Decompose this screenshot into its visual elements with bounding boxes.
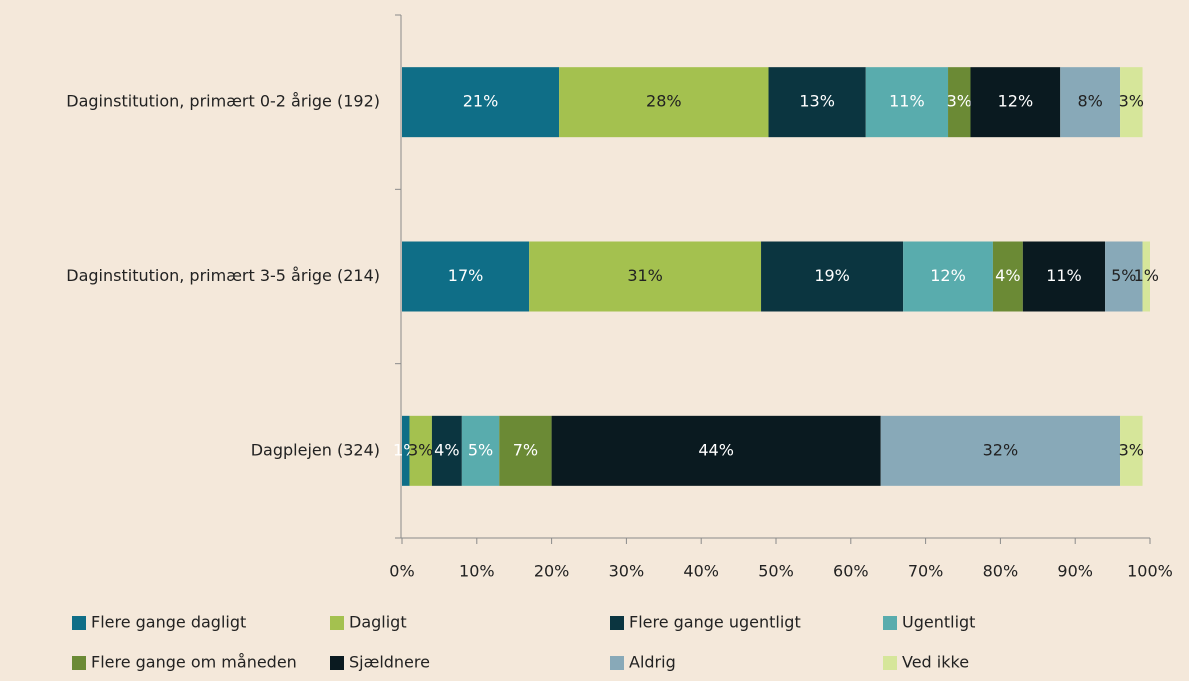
data-label: 3% xyxy=(1119,440,1144,459)
bar-segment xyxy=(1142,241,1150,312)
category-label: Daginstitution, primært 0-2 årige (192) xyxy=(66,92,380,111)
data-label: 31% xyxy=(627,266,663,285)
data-label: 7% xyxy=(513,440,538,459)
data-label: 12% xyxy=(930,266,966,285)
x-tick-label: 90% xyxy=(1057,562,1093,581)
category-label: Dagplejen (324) xyxy=(251,440,380,459)
bar-segment xyxy=(461,415,500,486)
data-label: 5% xyxy=(1111,266,1136,285)
data-label: 13% xyxy=(799,92,835,111)
data-label: 11% xyxy=(889,92,925,111)
x-tick-label: 30% xyxy=(609,562,645,581)
bar-segment xyxy=(409,415,432,486)
x-tick-label: 40% xyxy=(683,562,719,581)
bar-segment xyxy=(431,415,462,486)
bar-segment xyxy=(903,241,993,312)
legend-swatch xyxy=(72,616,86,630)
legend-swatch xyxy=(610,656,624,670)
legend-swatch xyxy=(883,656,897,670)
x-tick-label: 50% xyxy=(758,562,794,581)
bar-segment xyxy=(402,241,530,312)
data-label: 32% xyxy=(983,440,1019,459)
bar-segment xyxy=(402,415,410,486)
x-tick-label: 0% xyxy=(389,562,414,581)
bar-segment xyxy=(768,67,866,138)
x-tick-label: 20% xyxy=(534,562,570,581)
legend-swatch xyxy=(330,656,344,670)
legend-label: Dagligt xyxy=(349,613,407,632)
data-label: 21% xyxy=(463,92,499,111)
bar-segment xyxy=(761,241,904,312)
x-tick-label: 80% xyxy=(983,562,1019,581)
data-label: 3% xyxy=(1119,92,1144,111)
bar-segment xyxy=(865,67,949,138)
bar-segment xyxy=(529,241,762,312)
bar-segment xyxy=(1105,241,1143,312)
bar-segment xyxy=(1022,241,1106,312)
data-label: 4% xyxy=(995,266,1020,285)
bar-segment xyxy=(559,67,769,138)
data-label: 17% xyxy=(448,266,484,285)
legend-label: Ugentligt xyxy=(902,613,975,632)
data-label: 1% xyxy=(1134,266,1159,285)
data-label: 12% xyxy=(998,92,1034,111)
legend-label: Ved ikke xyxy=(902,653,969,672)
x-tick-label: 60% xyxy=(833,562,869,581)
legend-swatch xyxy=(610,616,624,630)
legend-label: Flere gange ugentligt xyxy=(629,613,801,632)
bar-segment xyxy=(1060,67,1121,138)
x-tick-label: 70% xyxy=(908,562,944,581)
legend-label: Flere gange om måneden xyxy=(91,653,297,672)
x-tick-label: 10% xyxy=(459,562,495,581)
category-label: Daginstitution, primært 3-5 årige (214) xyxy=(66,266,380,285)
bar-segment xyxy=(551,415,881,486)
legend-label: Aldrig xyxy=(629,653,676,672)
data-label: 11% xyxy=(1046,266,1082,285)
bar-segment xyxy=(992,241,1023,312)
data-label: 28% xyxy=(646,92,682,111)
bar-segment xyxy=(402,67,560,138)
data-label: 4% xyxy=(434,440,459,459)
data-label: 3% xyxy=(947,92,972,111)
bar-segment xyxy=(1120,67,1143,138)
bar-segment xyxy=(499,415,552,486)
data-label: 3% xyxy=(408,440,433,459)
data-label: 8% xyxy=(1077,92,1102,111)
legend-label: Sjældnere xyxy=(349,653,430,672)
bar-segment xyxy=(880,415,1121,486)
data-label: 5% xyxy=(468,440,493,459)
legend-swatch xyxy=(72,656,86,670)
bar-segment xyxy=(948,67,971,138)
legend-label: Flere gange dagligt xyxy=(91,613,246,632)
legend-swatch xyxy=(330,616,344,630)
data-label: 19% xyxy=(814,266,850,285)
data-label: 44% xyxy=(698,440,734,459)
x-tick-label: 100% xyxy=(1127,562,1173,581)
bar-segment xyxy=(1120,415,1143,486)
legend-swatch xyxy=(883,616,897,630)
bar-segment xyxy=(970,67,1061,138)
